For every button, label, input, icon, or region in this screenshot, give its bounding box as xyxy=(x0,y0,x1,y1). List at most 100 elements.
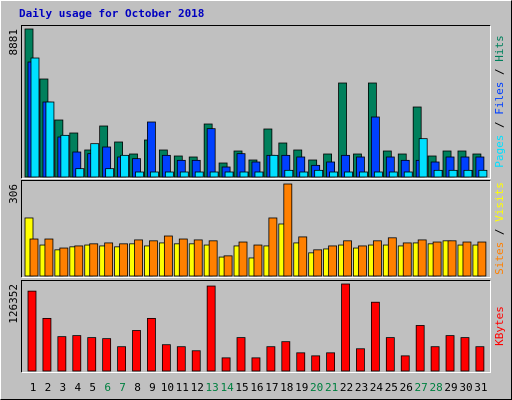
legend-entry: KBytes xyxy=(493,306,506,346)
bar xyxy=(433,169,443,178)
x-tick-label: 17 xyxy=(265,381,278,394)
chart-title: Daily usage for October 2018 xyxy=(19,7,204,20)
bar xyxy=(176,346,186,372)
x-tick-label: 12 xyxy=(191,381,204,394)
bar xyxy=(432,241,442,277)
bar xyxy=(475,346,485,372)
bar xyxy=(45,101,55,178)
bar xyxy=(388,171,398,178)
bar xyxy=(42,317,52,372)
x-tick-label: 28 xyxy=(429,381,442,394)
x-tick-label: 29 xyxy=(444,381,457,394)
legend: KBytes xyxy=(493,306,506,346)
x-tick-label: 8 xyxy=(134,381,141,394)
bar xyxy=(236,337,246,372)
bar xyxy=(120,154,129,178)
bar xyxy=(370,116,380,178)
bar xyxy=(239,171,249,178)
bar xyxy=(90,143,100,178)
bar xyxy=(238,241,248,277)
x-tick-label: 5 xyxy=(89,381,96,394)
x-tick-label: 4 xyxy=(74,381,81,394)
bar xyxy=(370,301,380,372)
x-tick-label: 22 xyxy=(340,381,353,394)
bar xyxy=(403,171,413,178)
x-tick-label: 2 xyxy=(45,381,52,394)
bar xyxy=(372,240,382,277)
bar xyxy=(163,235,173,277)
x-tick-label: 21 xyxy=(325,381,338,394)
bar xyxy=(191,350,201,372)
bar xyxy=(418,138,428,178)
bar xyxy=(105,168,115,178)
bar xyxy=(400,355,410,372)
bar xyxy=(178,238,188,277)
bar xyxy=(253,244,263,277)
bar xyxy=(147,121,156,178)
bar xyxy=(343,240,352,277)
bar xyxy=(223,255,233,277)
x-tick-label: 7 xyxy=(119,381,126,394)
bar xyxy=(447,240,457,277)
bar xyxy=(60,134,70,178)
legend-separator: / xyxy=(493,222,506,242)
bar xyxy=(430,346,440,372)
bar xyxy=(209,171,219,178)
bar xyxy=(373,171,383,178)
bar xyxy=(269,154,279,178)
x-tick-label: 26 xyxy=(400,381,413,394)
bar xyxy=(89,243,99,277)
bar xyxy=(359,171,368,178)
legend-entry: Hits xyxy=(493,35,506,62)
legend: Pages / Files / Hits xyxy=(493,35,506,168)
bar xyxy=(329,171,339,178)
panel-bevel xyxy=(21,180,491,278)
bar xyxy=(150,171,159,178)
bar xyxy=(314,169,324,178)
bar xyxy=(385,337,395,372)
bar xyxy=(296,352,306,372)
x-tick-label: 15 xyxy=(235,381,248,394)
bar xyxy=(208,240,218,277)
bar xyxy=(445,335,455,372)
bar xyxy=(284,169,294,178)
bar xyxy=(57,336,67,372)
bar xyxy=(462,241,472,277)
x-tick-label: 18 xyxy=(280,381,293,394)
x-tick-label: 31 xyxy=(474,381,487,394)
bar xyxy=(44,238,54,277)
bar xyxy=(478,169,488,178)
bar xyxy=(221,357,231,372)
bar xyxy=(328,245,338,277)
bar xyxy=(356,348,365,372)
bar xyxy=(358,245,367,277)
y-tick-label: 306 xyxy=(7,184,20,204)
bar xyxy=(119,243,128,277)
x-tick-label: 27 xyxy=(415,381,428,394)
bar xyxy=(477,241,487,277)
bar xyxy=(206,285,216,372)
bar xyxy=(266,346,276,372)
legend: Sites / Visits xyxy=(493,182,506,275)
legend-entry: Sites xyxy=(493,242,506,275)
bar xyxy=(299,171,309,178)
bar xyxy=(251,357,261,372)
panel-bevel xyxy=(21,25,491,179)
bar xyxy=(74,245,84,277)
bar xyxy=(59,247,69,277)
bar xyxy=(298,236,308,277)
x-tick-label: 14 xyxy=(220,381,234,394)
bar xyxy=(387,237,397,277)
panel-bevel xyxy=(21,280,491,373)
x-tick-label: 19 xyxy=(295,381,308,394)
bar xyxy=(193,239,203,277)
bar xyxy=(417,239,427,277)
bar xyxy=(117,346,126,372)
bar xyxy=(87,337,97,372)
bar xyxy=(402,242,412,277)
bar xyxy=(75,168,85,178)
panel-bevel xyxy=(21,180,491,278)
bar xyxy=(313,249,323,277)
